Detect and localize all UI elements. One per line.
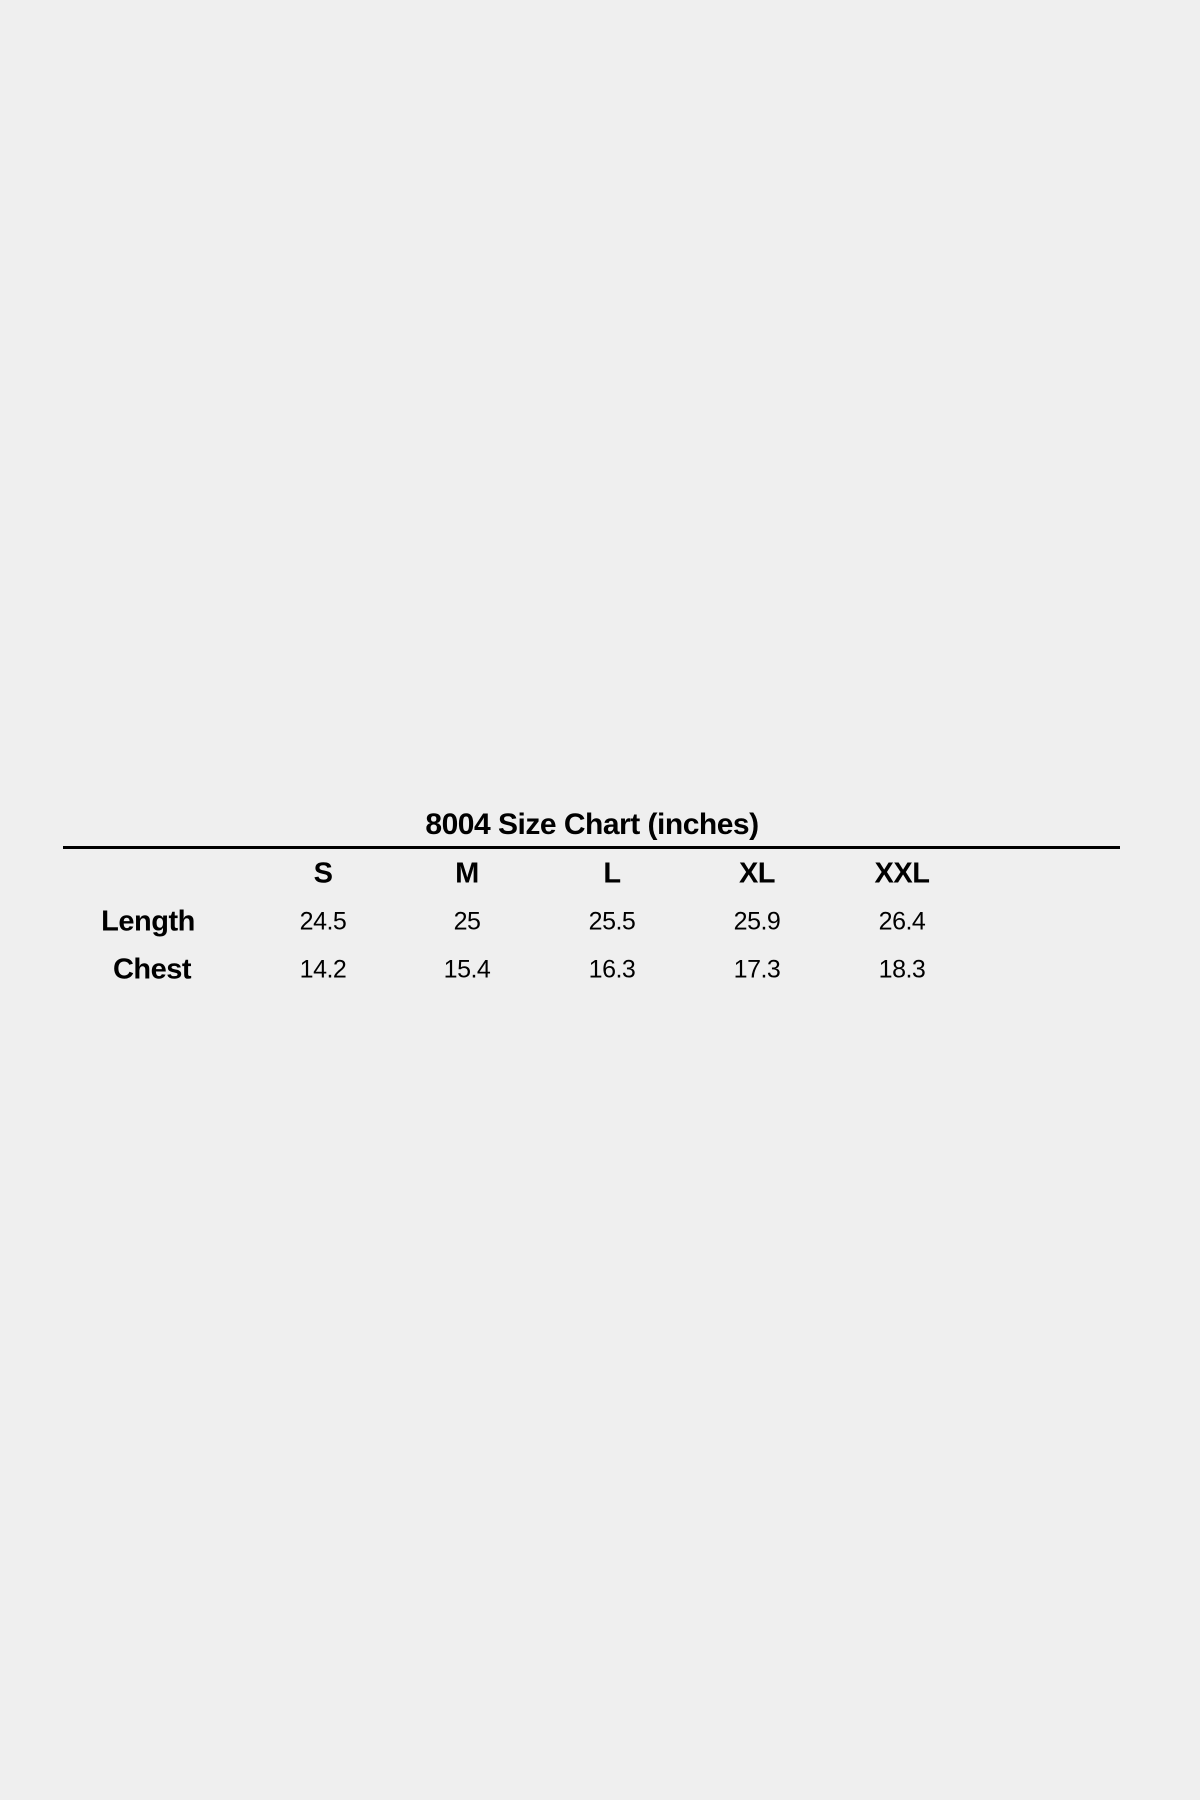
table-cell: 25.5 [588, 907, 636, 936]
column-header-m: M [455, 857, 479, 890]
title-divider [63, 846, 1120, 849]
table-cell: 16.3 [588, 955, 636, 984]
table-cell: 24.5 [299, 907, 347, 936]
table-cell: 18.3 [878, 955, 926, 984]
table-cell: 17.3 [733, 955, 781, 984]
table-cell: 26.4 [878, 907, 926, 936]
row-label-chest: Chest [112, 953, 192, 986]
column-header-s: S [313, 857, 333, 890]
table-cell: 25.9 [733, 907, 781, 936]
table-cell: 15.4 [443, 955, 491, 984]
column-header-xl: XL [738, 857, 776, 890]
table-cell: 14.2 [299, 955, 347, 984]
column-header-xxl: XXL [874, 857, 930, 890]
row-label-length: Length [101, 905, 195, 938]
table-title: 8004 Size Chart (inches) [425, 808, 759, 841]
column-header-l: L [603, 857, 621, 890]
table-cell: 25 [453, 907, 481, 936]
